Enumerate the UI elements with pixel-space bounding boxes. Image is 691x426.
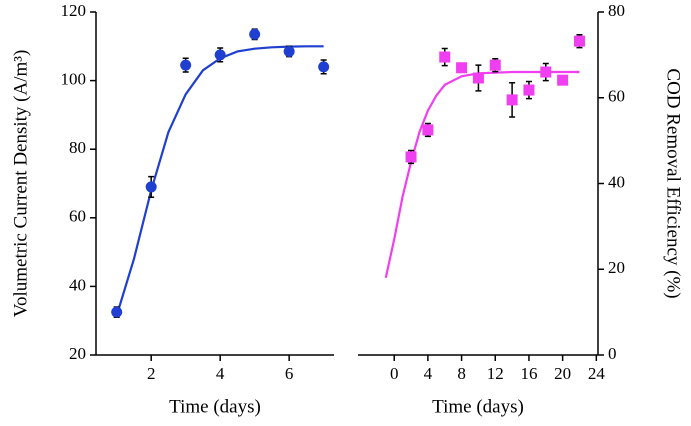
y-tick-label: 100 [61, 70, 87, 89]
data-point [489, 59, 501, 71]
fit-line [115, 45, 324, 316]
y-tick-label: 80 [69, 138, 86, 157]
x-axis-title: Time (days) [169, 396, 261, 417]
fit-line [384, 70, 580, 279]
data-point [145, 181, 157, 193]
x-axis-title: Time (days) [432, 396, 524, 417]
x-tick-label: 0 [390, 364, 399, 383]
data-point [456, 62, 468, 74]
data-point [405, 151, 417, 163]
data-point [180, 59, 192, 71]
y-tick-label: 120 [61, 1, 87, 20]
y-tick-label: 60 [69, 207, 86, 226]
x-tick-label: 12 [487, 364, 504, 383]
data-point [249, 28, 261, 40]
x-tick-label: 4 [424, 364, 433, 383]
x-tick-label: 6 [285, 364, 294, 383]
y-tick-label: 40 [608, 172, 625, 191]
y-tick-label: 0 [608, 344, 617, 363]
x-tick-label: 24 [588, 364, 606, 383]
data-point [318, 61, 330, 73]
data-point [214, 49, 226, 61]
x-tick-label: 20 [554, 364, 571, 383]
data-point [573, 35, 585, 47]
y-tick-label: 40 [69, 275, 86, 294]
data-point [472, 72, 484, 84]
x-tick-label: 8 [457, 364, 466, 383]
x-tick-label: 16 [520, 364, 537, 383]
y-tick-label: 20 [69, 344, 86, 363]
y-tick-label: 20 [608, 258, 625, 277]
x-tick-label: 2 [147, 364, 156, 383]
data-point [506, 94, 518, 106]
y-axis-title: Volumetric Current Density (A/m³) [10, 50, 31, 318]
data-point [422, 124, 434, 136]
data-point [523, 84, 535, 96]
data-point [111, 306, 123, 318]
data-point [540, 66, 552, 78]
y-axis-title: COD Removal Efficiency (%) [663, 68, 684, 298]
y-tick-label: 80 [608, 1, 625, 20]
data-point [283, 45, 295, 57]
y-tick-label: 60 [608, 87, 625, 106]
data-point [439, 51, 451, 63]
x-tick-label: 4 [216, 364, 225, 383]
data-point [557, 74, 569, 86]
